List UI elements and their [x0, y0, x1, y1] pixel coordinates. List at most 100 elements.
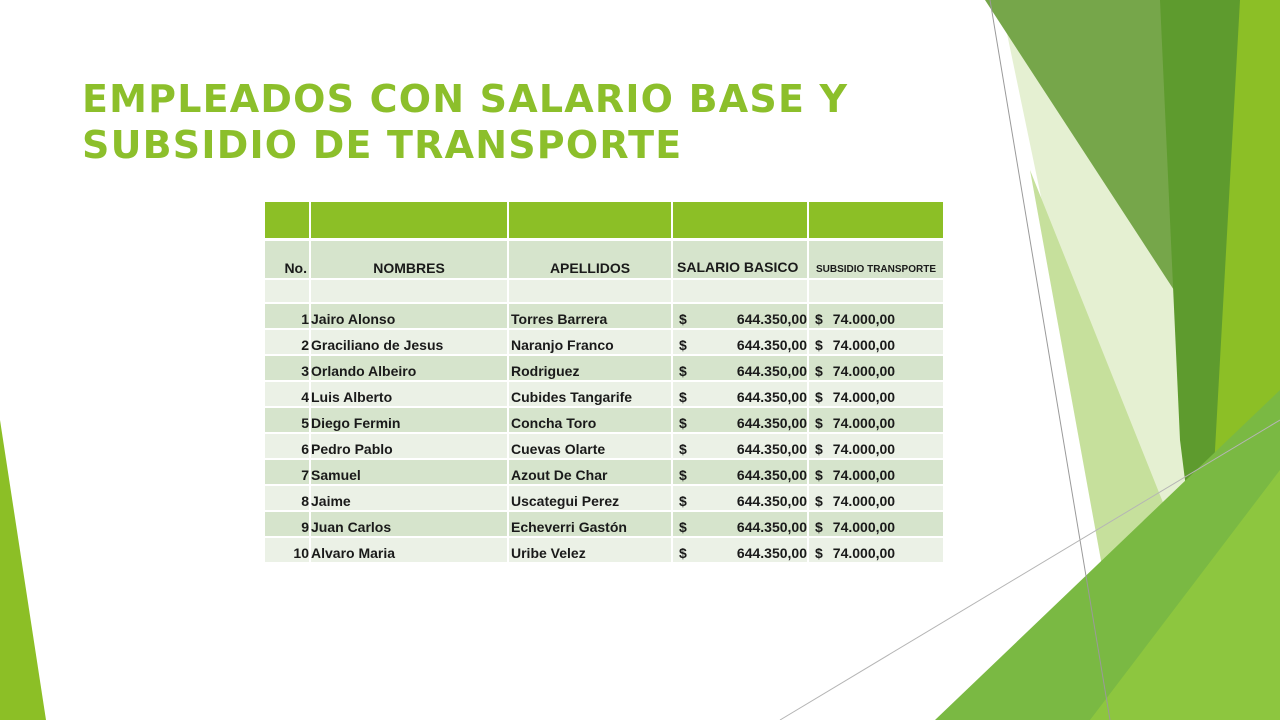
subsidio-amount: 74.000,00	[832, 311, 896, 327]
currency-symbol: $	[679, 467, 687, 483]
cell-no: 10	[265, 537, 311, 564]
table-row: 6 Pedro Pablo Cuevas Olarte $644.350,00 $74.…	[265, 433, 943, 460]
subsidio-value: $74.000,00	[815, 545, 943, 561]
cell-no: 9	[265, 511, 311, 538]
salario-amount: 644.350,00	[736, 311, 807, 327]
table-row: 7 Samuel Azout De Char $644.350,00 $74.000,0…	[265, 459, 943, 486]
salario-value: $644.350,00	[679, 519, 807, 535]
currency-symbol: $	[815, 545, 823, 561]
band-cell	[508, 202, 673, 241]
cell-nombres: Graciliano de Jesus	[310, 329, 509, 356]
salario-value: $644.350,00	[679, 493, 806, 509]
page-title-line-1: EMPLEADOS CON SALARIO BASE Y	[82, 77, 849, 121]
header-apellidos: APELLIDOS	[508, 239, 673, 280]
cell-apellidos: Concha Toro	[508, 407, 673, 434]
cell-apellidos: Cubides Tangarife	[508, 381, 673, 408]
band-cell	[808, 202, 943, 241]
currency-symbol: $	[815, 441, 823, 457]
currency-symbol: $	[679, 415, 687, 431]
currency-symbol: $	[815, 337, 823, 353]
currency-symbol: $	[815, 519, 823, 535]
empty-cell	[310, 279, 509, 304]
salario-amount: 644.350,00	[736, 441, 807, 457]
salario-amount: 644.350,00	[736, 519, 807, 535]
salario-value: $644.350,00	[679, 389, 807, 405]
cell-salario: $644.350,00	[672, 407, 809, 434]
subsidio-value: $74.000,00	[815, 441, 943, 457]
currency-symbol: $	[815, 415, 823, 431]
table-row: 1 Jairo Alonso Torres Barrera $644.350,00 $7…	[265, 303, 943, 330]
subsidio-value: $74.000,00	[815, 415, 943, 431]
cell-nombres: Alvaro Maria	[310, 537, 509, 564]
salario-value: $644.350,00	[679, 415, 807, 431]
cell-salario: $644.350,00	[672, 381, 809, 408]
currency-symbol: $	[679, 519, 687, 535]
left-green-sliver	[0, 420, 46, 720]
currency-symbol: $	[815, 467, 823, 483]
cell-salario: $644.350,00	[672, 329, 809, 356]
subsidio-value: $74.000,00	[815, 493, 943, 509]
cell-apellidos: Azout De Char	[508, 459, 673, 486]
decor-line-diagonal	[989, 0, 1111, 720]
cell-subsidio: $74.000,00	[808, 381, 943, 408]
cell-salario: $644.350,00	[672, 511, 809, 538]
subsidio-value: $74.000,00	[815, 389, 943, 405]
salario-value: $644.350,00	[679, 545, 807, 561]
cell-nombres: Pedro Pablo	[310, 433, 509, 460]
subsidio-value: $74.000,00	[815, 467, 943, 483]
subsidio-amount: 74.000,00	[832, 415, 896, 431]
currency-symbol: $	[679, 311, 687, 327]
cell-salario: $644.350,00	[672, 485, 809, 512]
cell-subsidio: $74.000,00	[808, 537, 943, 564]
cell-nombres: Samuel	[310, 459, 509, 486]
cell-no: 3	[265, 355, 311, 382]
table-row: 4 Luis Alberto Cubides Tangarife $644.350,0…	[265, 381, 943, 408]
cell-nombres: Luis Alberto	[310, 381, 509, 408]
subsidio-value: $74.000,00	[815, 363, 943, 379]
cell-nombres: Juan Carlos	[310, 511, 509, 538]
header-no: No.	[265, 239, 311, 280]
cell-no: 2	[265, 329, 311, 356]
salario-value: $644.350,00	[679, 363, 806, 379]
table-band-row	[265, 202, 943, 241]
salario-amount: 644.350,00	[736, 337, 807, 353]
salario-amount: 644.350,00	[736, 545, 807, 561]
table-row: 2 Graciliano de Jesus Naranjo Franco $644.3…	[265, 329, 943, 356]
header-subsidio-transporte: SUBSIDIO TRANSPORTE	[808, 239, 943, 280]
cell-no: 5	[265, 407, 311, 434]
cell-subsidio: $74.000,00	[808, 329, 943, 356]
currency-symbol: $	[815, 311, 823, 327]
empty-cell	[508, 279, 673, 304]
page-title: EMPLEADOS CON SALARIO BASE Y SUBSIDIO DE…	[82, 76, 962, 168]
subsidio-amount: 74.000,00	[832, 337, 896, 353]
currency-symbol: $	[815, 493, 823, 509]
cell-subsidio: $74.000,00	[808, 407, 943, 434]
table-empty-row	[265, 279, 943, 304]
currency-symbol: $	[679, 493, 687, 509]
empty-cell	[672, 279, 809, 304]
subsidio-value: $74.000,00	[815, 311, 943, 327]
subsidio-amount: 74.000,00	[832, 519, 896, 535]
currency-symbol: $	[815, 389, 823, 405]
cell-no: 7	[265, 459, 311, 486]
salario-value: $644.350,00	[679, 467, 806, 483]
cell-nombres: Jairo Alonso	[310, 303, 509, 330]
cell-apellidos: Uscategui Perez	[508, 485, 673, 512]
cell-nombres: Orlando Albeiro	[310, 355, 509, 382]
salario-amount: 644.350,00	[736, 389, 807, 405]
currency-symbol: $	[679, 337, 687, 353]
cell-no: 4	[265, 381, 311, 408]
cell-salario: $644.350,00	[672, 433, 809, 460]
salario-amount: 644.350,00	[736, 415, 807, 431]
cell-apellidos: Naranjo Franco	[508, 329, 673, 356]
header-nombres: NOMBRES	[310, 239, 509, 280]
table-row: 3 Orlando Albeiro Rodriguez $644.350,00 $74.…	[265, 355, 943, 382]
subsidio-amount: 74.000,00	[832, 363, 896, 379]
cell-apellidos: Rodriguez	[508, 355, 673, 382]
cell-apellidos: Uribe Velez	[508, 537, 673, 564]
cell-subsidio: $74.000,00	[808, 459, 943, 486]
decor-line-bottom	[779, 419, 1280, 720]
salario-value: $644.350,00	[679, 337, 807, 353]
cell-apellidos: Echeverri Gastón	[508, 511, 673, 538]
cell-apellidos: Cuevas Olarte	[508, 433, 673, 460]
